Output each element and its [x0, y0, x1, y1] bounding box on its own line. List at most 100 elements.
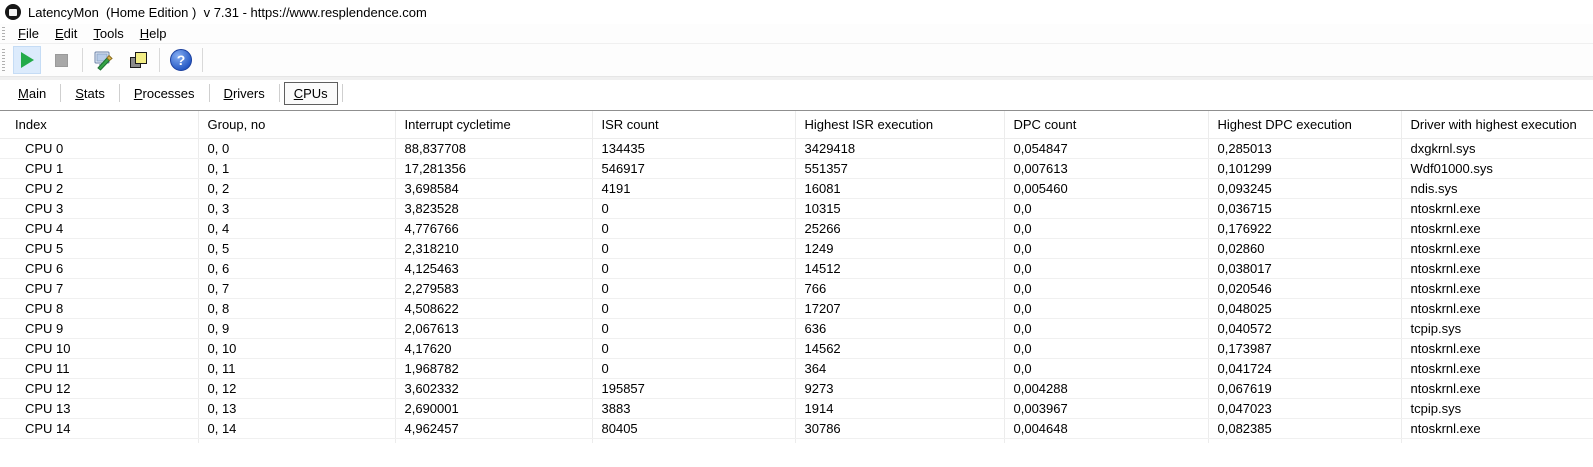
table-cell[interactable]: 10,833740: [395, 438, 593, 443]
table-cell[interactable]: CPU 1: [0, 158, 199, 179]
table-cell[interactable]: CPU 4: [0, 218, 199, 239]
table-cell[interactable]: 3,698584: [395, 178, 593, 199]
table-cell[interactable]: 0,0: [1004, 358, 1209, 379]
table-cell[interactable]: 551357: [795, 158, 1005, 179]
table-cell[interactable]: CPU 3: [0, 198, 199, 219]
tab-processes[interactable]: Processes: [124, 82, 205, 105]
table-cell[interactable]: 0,020546: [1208, 278, 1402, 299]
table-cell[interactable]: 17,281356: [395, 158, 593, 179]
table-cell[interactable]: dxgkrnl.sys: [1401, 138, 1593, 159]
table-cell[interactable]: 0,036715: [1208, 198, 1402, 219]
table-cell[interactable]: 4,962457: [395, 418, 593, 439]
table-cell[interactable]: 0,093245: [1208, 178, 1402, 199]
table-cell[interactable]: 0, 1: [198, 158, 396, 179]
table-cell[interactable]: CPU 5: [0, 238, 199, 259]
table-cell[interactable]: 14562: [795, 338, 1005, 359]
table-row[interactable]: CPU 15 0, 15 10,833740 87640 49799 0,004…: [0, 438, 1593, 443]
menubar-grip[interactable]: [2, 27, 5, 40]
table-cell[interactable]: CPU 15: [0, 438, 199, 443]
table-cell[interactable]: 4,776766: [395, 218, 593, 239]
table-cell[interactable]: 30786: [795, 418, 1005, 439]
table-cell[interactable]: 4191: [592, 178, 796, 199]
table-cell[interactable]: 195857: [592, 378, 796, 399]
tab-cpus[interactable]: CPUs: [283, 81, 338, 105]
table-cell[interactable]: 4,508622: [395, 298, 593, 319]
table-cell[interactable]: 546917: [592, 158, 796, 179]
table-cell[interactable]: 1,968782: [395, 358, 593, 379]
table-cell[interactable]: 0, 15: [198, 438, 396, 443]
table-cell[interactable]: 0, 10: [198, 338, 396, 359]
table-cell[interactable]: 0,0: [1004, 318, 1209, 339]
table-cell[interactable]: tcpip.sys: [1401, 318, 1593, 339]
table-cell[interactable]: 4,125463: [395, 258, 593, 279]
table-cell[interactable]: ntoskrnl.exe: [1401, 358, 1593, 379]
table-cell[interactable]: 0, 4: [198, 218, 396, 239]
table-cell[interactable]: CPU 6: [0, 258, 199, 279]
menu-edit[interactable]: Edit: [54, 26, 78, 41]
table-row[interactable]: CPU 10 0, 10 4,17620 0 14562 0,0 0,17398…: [0, 338, 1593, 359]
table-row[interactable]: CPU 9 0, 9 2,067613 0 636 0,0 0,040572 t…: [0, 318, 1593, 339]
table-cell[interactable]: 0, 12: [198, 378, 396, 399]
table-cell[interactable]: 0,067619: [1208, 378, 1402, 399]
table-cell[interactable]: 25266: [795, 218, 1005, 239]
table-cell[interactable]: 14512: [795, 258, 1005, 279]
table-cell[interactable]: 0,047023: [1208, 398, 1402, 419]
table-cell[interactable]: 0,038017: [1208, 258, 1402, 279]
options-button[interactable]: [90, 46, 118, 74]
table-row[interactable]: CPU 0 0, 0 88,837708 134435 3429418 0,05…: [0, 138, 1593, 159]
table-cell[interactable]: CPU 9: [0, 318, 199, 339]
table-cell[interactable]: 766: [795, 278, 1005, 299]
table-cell[interactable]: 0, 0: [198, 138, 396, 159]
table-cell[interactable]: ntoskrnl.exe: [1401, 298, 1593, 319]
table-cell[interactable]: 0, 14: [198, 418, 396, 439]
table-cell[interactable]: 0,173987: [1208, 338, 1402, 359]
table-cell[interactable]: 0,041724: [1208, 358, 1402, 379]
table-cell[interactable]: ntoskrnl.exe: [1401, 278, 1593, 299]
table-cell[interactable]: CPU 11: [0, 358, 199, 379]
table-cell[interactable]: 0: [592, 318, 796, 339]
col-header-isr-count[interactable]: ISR count: [592, 111, 796, 139]
table-cell[interactable]: ntoskrnl.exe: [1401, 338, 1593, 359]
table-cell[interactable]: 0,003967: [1004, 398, 1209, 419]
table-cell[interactable]: 0: [592, 238, 796, 259]
table-cell[interactable]: 0: [592, 218, 796, 239]
table-cell[interactable]: 2,279583: [395, 278, 593, 299]
table-cell[interactable]: 0, 2: [198, 178, 396, 199]
table-cell[interactable]: CPU 0: [0, 138, 199, 159]
col-header-driver-highest-execution[interactable]: Driver with highest execution: [1401, 111, 1593, 139]
tab-drivers[interactable]: Drivers: [214, 82, 275, 105]
table-row[interactable]: CPU 7 0, 7 2,279583 0 766 0,0 0,020546 n…: [0, 278, 1593, 299]
copy-button[interactable]: [124, 46, 152, 74]
table-row[interactable]: CPU 13 0, 13 2,690001 3883 1914 0,003967…: [0, 398, 1593, 419]
table-cell[interactable]: 0,054847: [1004, 138, 1209, 159]
table-cell[interactable]: ntoskrnl.exe: [1401, 218, 1593, 239]
table-cell[interactable]: 0,004698: [1004, 438, 1209, 443]
table-cell[interactable]: 0,02860: [1208, 238, 1402, 259]
table-cell[interactable]: 0: [592, 338, 796, 359]
table-cell[interactable]: 10315: [795, 198, 1005, 219]
table-cell[interactable]: 0,0: [1004, 278, 1209, 299]
table-cell[interactable]: 0: [592, 198, 796, 219]
table-cell[interactable]: 0,101299: [1208, 158, 1402, 179]
col-header-dpc-count[interactable]: DPC count: [1004, 111, 1209, 139]
table-cell[interactable]: 3,602332: [395, 378, 593, 399]
help-button[interactable]: ?: [167, 46, 195, 74]
table-cell[interactable]: 87640: [592, 438, 796, 443]
tab-stats[interactable]: Stats: [65, 82, 115, 105]
table-cell[interactable]: Wdf01000.sys: [1401, 158, 1593, 179]
app-icon[interactable]: [5, 4, 21, 20]
table-cell[interactable]: 0, 3: [198, 198, 396, 219]
table-cell[interactable]: 0,0: [1004, 338, 1209, 359]
table-cell[interactable]: 134435: [592, 138, 796, 159]
table-row[interactable]: CPU 12 0, 12 3,602332 195857 9273 0,0042…: [0, 378, 1593, 399]
table-cell[interactable]: 88,837708: [395, 138, 593, 159]
table-cell[interactable]: 49799: [795, 438, 1005, 443]
table-cell[interactable]: 0,285013: [1208, 138, 1402, 159]
menu-help[interactable]: Help: [139, 26, 167, 41]
table-cell[interactable]: 0,118359: [1208, 438, 1402, 443]
table-cell[interactable]: CPU 12: [0, 378, 199, 399]
table-cell[interactable]: 364: [795, 358, 1005, 379]
table-row[interactable]: CPU 8 0, 8 4,508622 0 17207 0,0 0,048025…: [0, 298, 1593, 319]
table-cell[interactable]: ndis.sys: [1401, 178, 1593, 199]
table-cell[interactable]: CPU 8: [0, 298, 199, 319]
